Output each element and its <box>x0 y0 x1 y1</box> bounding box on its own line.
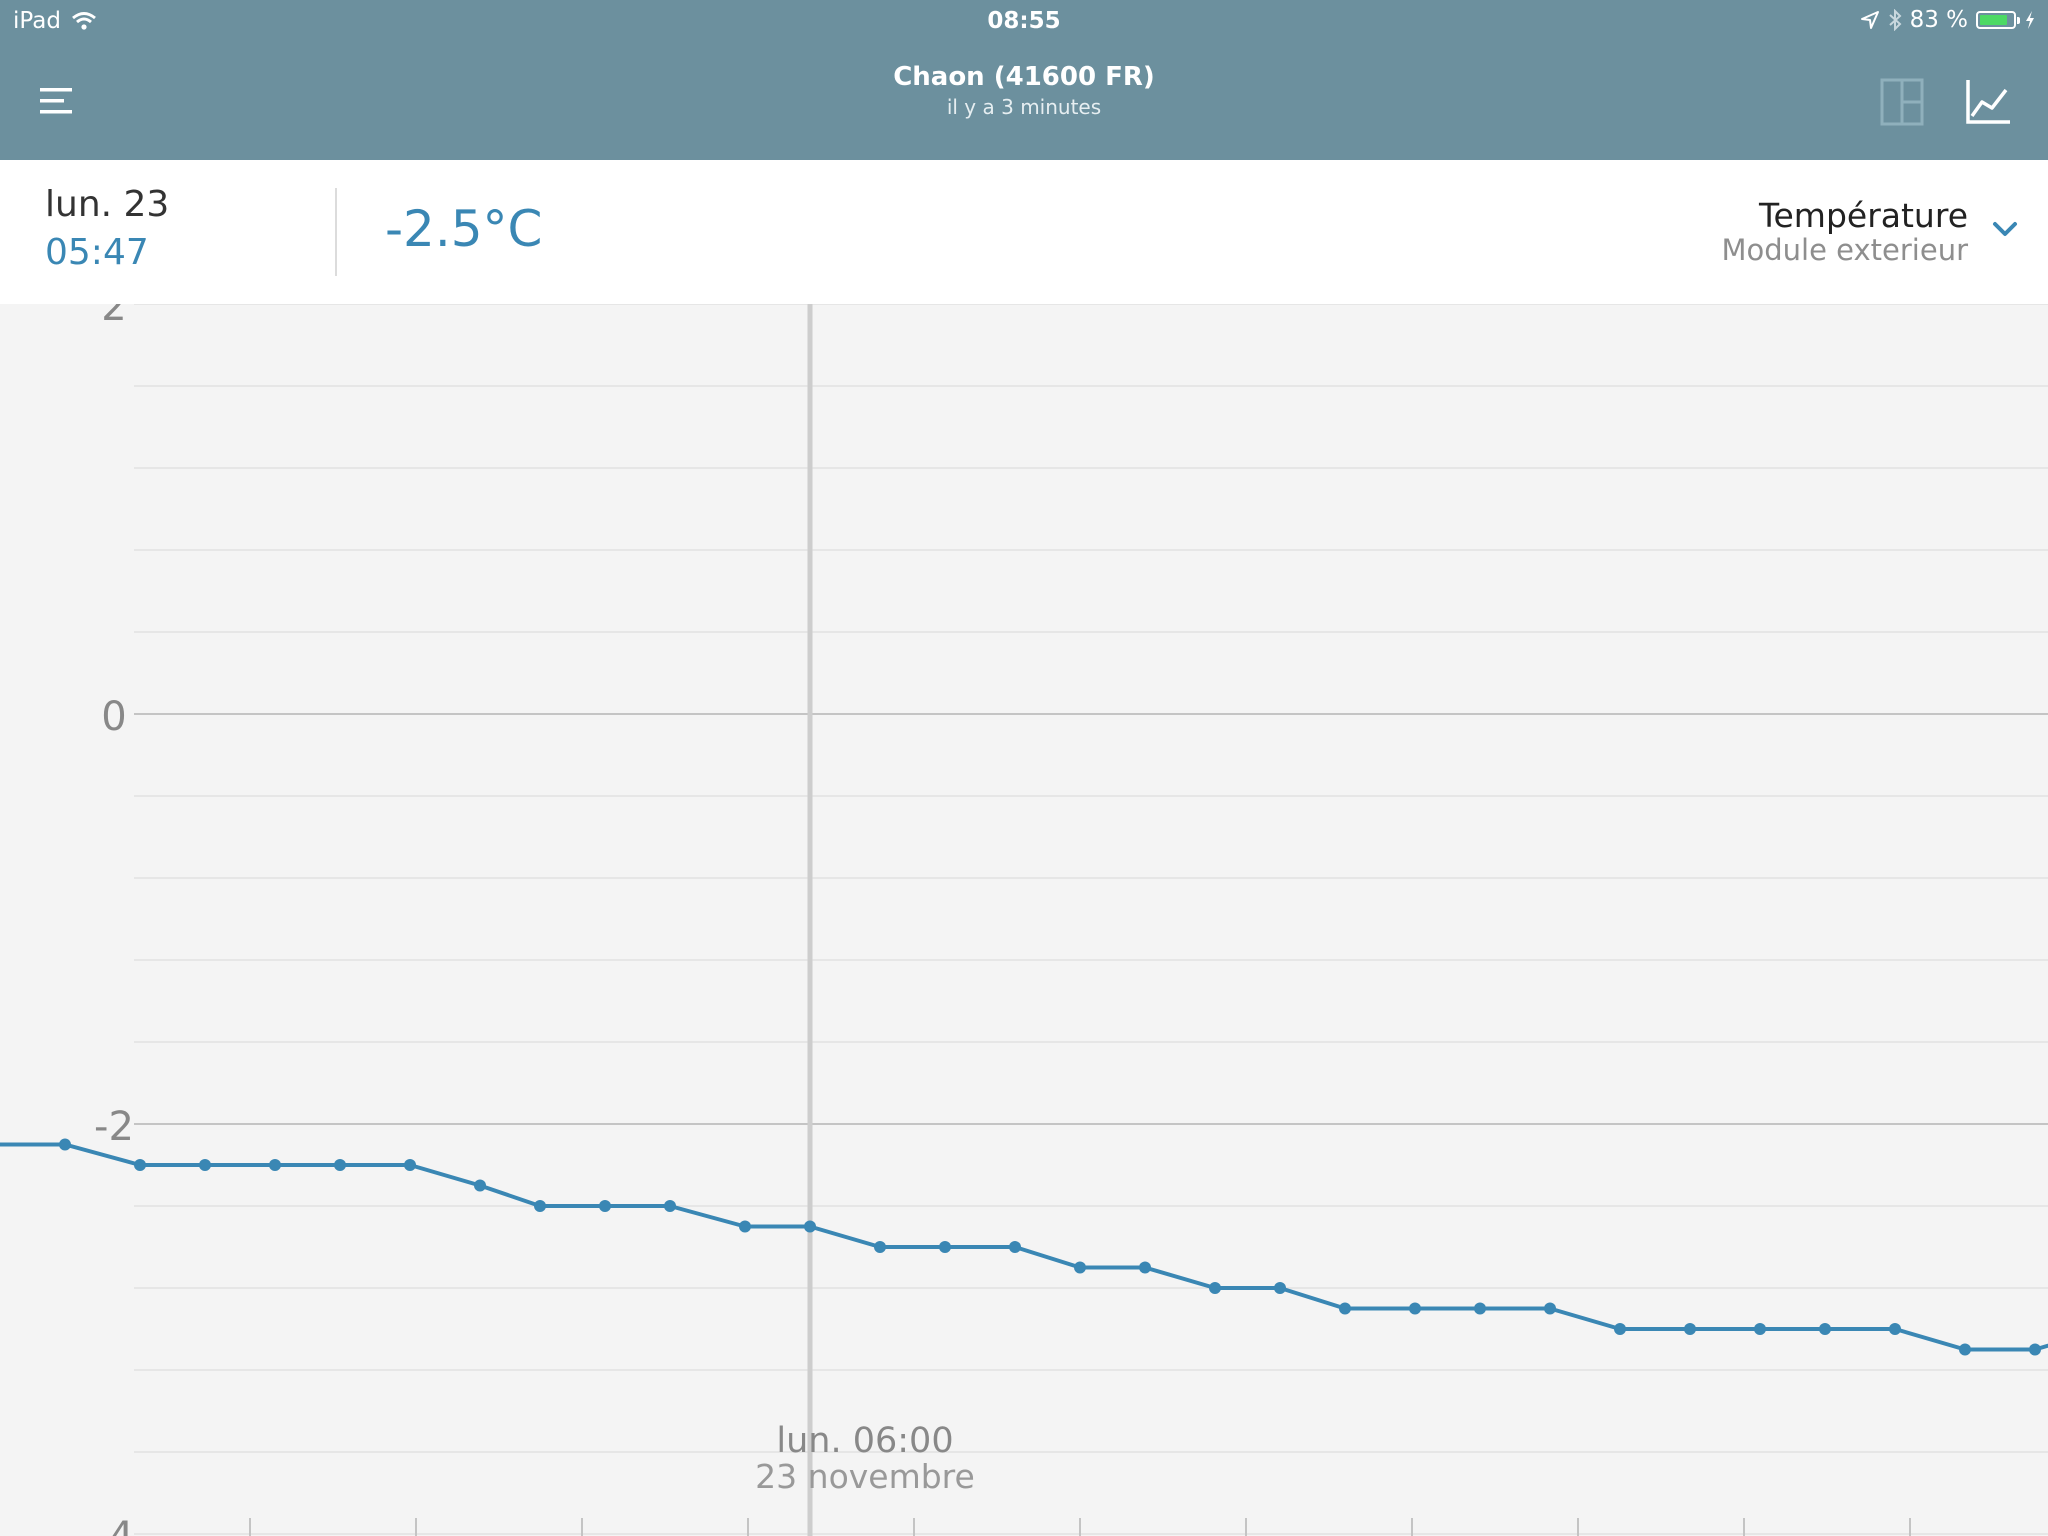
data-point <box>1139 1261 1151 1274</box>
data-point <box>1544 1302 1556 1315</box>
x-axis-time-label: lun. 06:00 <box>776 1421 953 1461</box>
data-point <box>1959 1343 1971 1356</box>
data-point <box>1209 1282 1221 1294</box>
sensor-selector[interactable]: Température Module exterieur <box>1348 160 2048 304</box>
sensor-module: Module exterieur <box>1721 233 1969 267</box>
data-point <box>599 1200 611 1212</box>
station-title: Chaon (41600 FR) <box>893 62 1155 92</box>
data-point <box>1889 1323 1901 1335</box>
status-time: 08:55 <box>987 8 1061 34</box>
battery-tip <box>2017 17 2020 24</box>
data-point <box>404 1159 416 1171</box>
data-point <box>474 1179 486 1192</box>
x-axis-date-label: 23 novembre <box>755 1457 975 1496</box>
data-point <box>1409 1302 1421 1315</box>
data-point <box>59 1138 71 1151</box>
data-point <box>2029 1343 2041 1356</box>
data-point <box>874 1241 886 1253</box>
nav-bar: Chaon (41600 FR) il y a 3 minutes <box>0 42 2048 160</box>
data-point <box>739 1220 751 1233</box>
reading-header: lun. 23 05:47 -2.5°C Température Module … <box>0 160 2048 304</box>
battery-level <box>1980 15 2007 25</box>
data-point <box>1009 1241 1021 1253</box>
data-point <box>804 1220 816 1233</box>
data-point <box>534 1200 546 1212</box>
data-point <box>1474 1302 1486 1315</box>
menu-icon[interactable] <box>36 80 78 122</box>
device-name: iPad <box>13 8 61 34</box>
battery-icon <box>1976 11 2020 29</box>
data-point <box>334 1159 346 1171</box>
divider <box>335 188 337 276</box>
status-right: 83 % <box>1860 7 2036 33</box>
reading-time: 05:47 <box>45 232 149 273</box>
data-point <box>664 1200 676 1212</box>
data-point <box>199 1159 211 1171</box>
charging-bolt-icon <box>2026 11 2034 29</box>
data-point <box>1274 1282 1286 1294</box>
y-tick-label: -2 <box>94 1104 134 1150</box>
data-point <box>1614 1323 1626 1335</box>
data-point <box>1819 1323 1831 1335</box>
data-point <box>1339 1302 1351 1315</box>
line-chart-icon[interactable] <box>1962 76 2014 128</box>
sensor-name: Température <box>1758 196 1968 235</box>
status-bar: iPad 08:55 83 % <box>0 0 2048 42</box>
wifi-icon <box>71 12 96 30</box>
temperature-line <box>0 1142 2048 1352</box>
temperature-value: -2.5°C <box>385 200 543 258</box>
last-update: il y a 3 minutes <box>946 95 1102 119</box>
chevron-down-icon <box>1993 222 2017 236</box>
status-left: iPad <box>13 8 97 34</box>
dashboard-layout-icon[interactable] <box>1876 76 1928 128</box>
y-tick-label: -4 <box>94 1514 134 1536</box>
location-arrow-icon <box>1860 11 1879 29</box>
y-tick-label: 0 <box>101 694 126 740</box>
data-point <box>269 1159 281 1171</box>
battery-percent: 83 % <box>1909 7 1968 33</box>
y-tick-label: 2 <box>101 304 126 330</box>
reading-day: lun. 23 <box>45 184 170 225</box>
bluetooth-icon <box>1888 9 1902 31</box>
data-point <box>1754 1323 1766 1335</box>
data-point <box>1074 1261 1086 1274</box>
data-point <box>1684 1323 1696 1335</box>
data-point <box>939 1241 951 1253</box>
data-point <box>134 1159 146 1171</box>
